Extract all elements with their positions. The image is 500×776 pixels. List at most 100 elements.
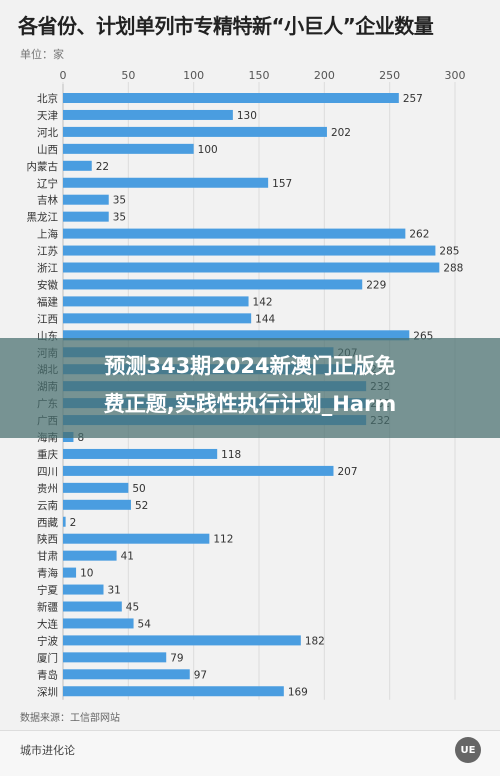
- unit-label: 单位：家: [20, 48, 64, 61]
- data-label: 50: [132, 483, 145, 495]
- category-label: 大连: [37, 617, 58, 630]
- bar: [63, 109, 233, 120]
- data-label: 41: [121, 551, 134, 563]
- bar: [63, 194, 109, 205]
- data-label: 229: [366, 279, 386, 291]
- bar: [63, 177, 269, 188]
- category-label: 辽宁: [37, 177, 58, 190]
- data-label: 8: [77, 432, 84, 444]
- bar: [63, 262, 440, 273]
- category-label: 甘肃: [37, 550, 58, 563]
- data-label: 182: [305, 635, 325, 647]
- bar: [63, 296, 249, 307]
- brand-name: 城市进化论: [20, 744, 75, 757]
- category-label: 青海: [37, 567, 58, 580]
- data-label: 35: [113, 195, 126, 207]
- x-tick-label: 200: [314, 69, 335, 82]
- data-source: 数据来源：工信部网站: [20, 713, 120, 724]
- data-label: 2: [70, 517, 77, 529]
- data-label: 207: [337, 466, 357, 478]
- bar: [63, 126, 327, 137]
- bar: [63, 499, 131, 510]
- bar: [63, 550, 117, 561]
- bar: [63, 584, 104, 595]
- bar: [63, 465, 334, 476]
- data-label: 130: [237, 110, 257, 122]
- bar: [63, 669, 190, 680]
- data-label: 10: [80, 568, 93, 580]
- category-label: 青岛: [37, 668, 58, 681]
- x-tick-label: 250: [379, 69, 400, 82]
- data-label: 79: [170, 652, 183, 664]
- category-label: 西藏: [37, 517, 58, 529]
- category-label: 黑龙江: [27, 211, 59, 224]
- data-label: 54: [138, 618, 152, 630]
- bar: [63, 143, 194, 154]
- category-label: 陕西: [37, 533, 58, 546]
- data-label: 262: [409, 229, 429, 241]
- bar: [63, 448, 218, 459]
- bar: [63, 686, 284, 697]
- category-label: 宁夏: [37, 584, 58, 597]
- data-label: 169: [288, 686, 308, 698]
- brand-logo-icon: UE: [455, 737, 481, 763]
- category-label: 福建: [37, 295, 58, 308]
- bar: [63, 516, 66, 527]
- x-tick-label: 0: [60, 69, 67, 82]
- watermark-line-1: 预测343期2024新澳门正版免: [104, 354, 396, 378]
- bar: [63, 635, 301, 646]
- chart-title: 各省份、计划单列市专精特新“小巨人”企业数量: [18, 14, 434, 38]
- data-label: 52: [135, 500, 148, 512]
- category-label: 云南: [37, 499, 58, 512]
- x-tick-label: 300: [445, 69, 466, 82]
- x-tick-label: 150: [249, 69, 270, 82]
- category-label: 重庆: [37, 448, 58, 461]
- x-tick-label: 50: [121, 69, 135, 82]
- bar: [63, 93, 399, 103]
- category-label: 江苏: [37, 245, 58, 258]
- category-label: 贵州: [37, 482, 58, 495]
- data-label: 257: [403, 93, 423, 105]
- bar: [63, 228, 406, 239]
- bar: [63, 211, 109, 222]
- bar: [63, 601, 122, 612]
- category-label: 上海: [37, 228, 58, 241]
- category-label: 天津: [37, 110, 58, 122]
- category-label: 吉林: [37, 194, 58, 207]
- watermark-line-2: 费正题,实践性执行计划_Harm: [103, 392, 397, 416]
- data-label: 100: [198, 144, 218, 156]
- bar: [63, 245, 436, 256]
- bar: [63, 313, 252, 324]
- bar: [63, 618, 134, 629]
- data-label: 285: [439, 246, 459, 258]
- data-label: 35: [113, 212, 126, 224]
- data-label: 22: [96, 161, 109, 173]
- footer-bar: [0, 730, 500, 776]
- category-label: 深圳: [37, 686, 58, 698]
- bar: [63, 160, 92, 171]
- data-label: 157: [272, 178, 292, 190]
- data-label: 144: [255, 313, 275, 325]
- data-label: 31: [108, 585, 121, 597]
- x-tick-label: 100: [183, 69, 204, 82]
- category-label: 江西: [37, 313, 58, 325]
- bar: [63, 567, 77, 578]
- category-label: 新疆: [37, 601, 58, 614]
- category-label: 宁波: [37, 634, 58, 647]
- watermark-banner: [0, 338, 500, 438]
- category-label: 山西: [37, 144, 58, 156]
- data-label: 45: [126, 602, 139, 614]
- bar: [63, 482, 129, 493]
- bar: [63, 279, 363, 290]
- bar: [63, 330, 410, 341]
- data-label: 97: [194, 669, 207, 681]
- data-label: 118: [221, 449, 241, 461]
- category-label: 安徽: [37, 278, 58, 291]
- data-label: 202: [331, 127, 351, 139]
- category-label: 浙江: [37, 263, 58, 275]
- data-label: 142: [253, 296, 273, 308]
- category-label: 厦门: [37, 651, 58, 664]
- category-label: 内蒙古: [27, 160, 59, 173]
- category-label: 北京: [37, 92, 58, 105]
